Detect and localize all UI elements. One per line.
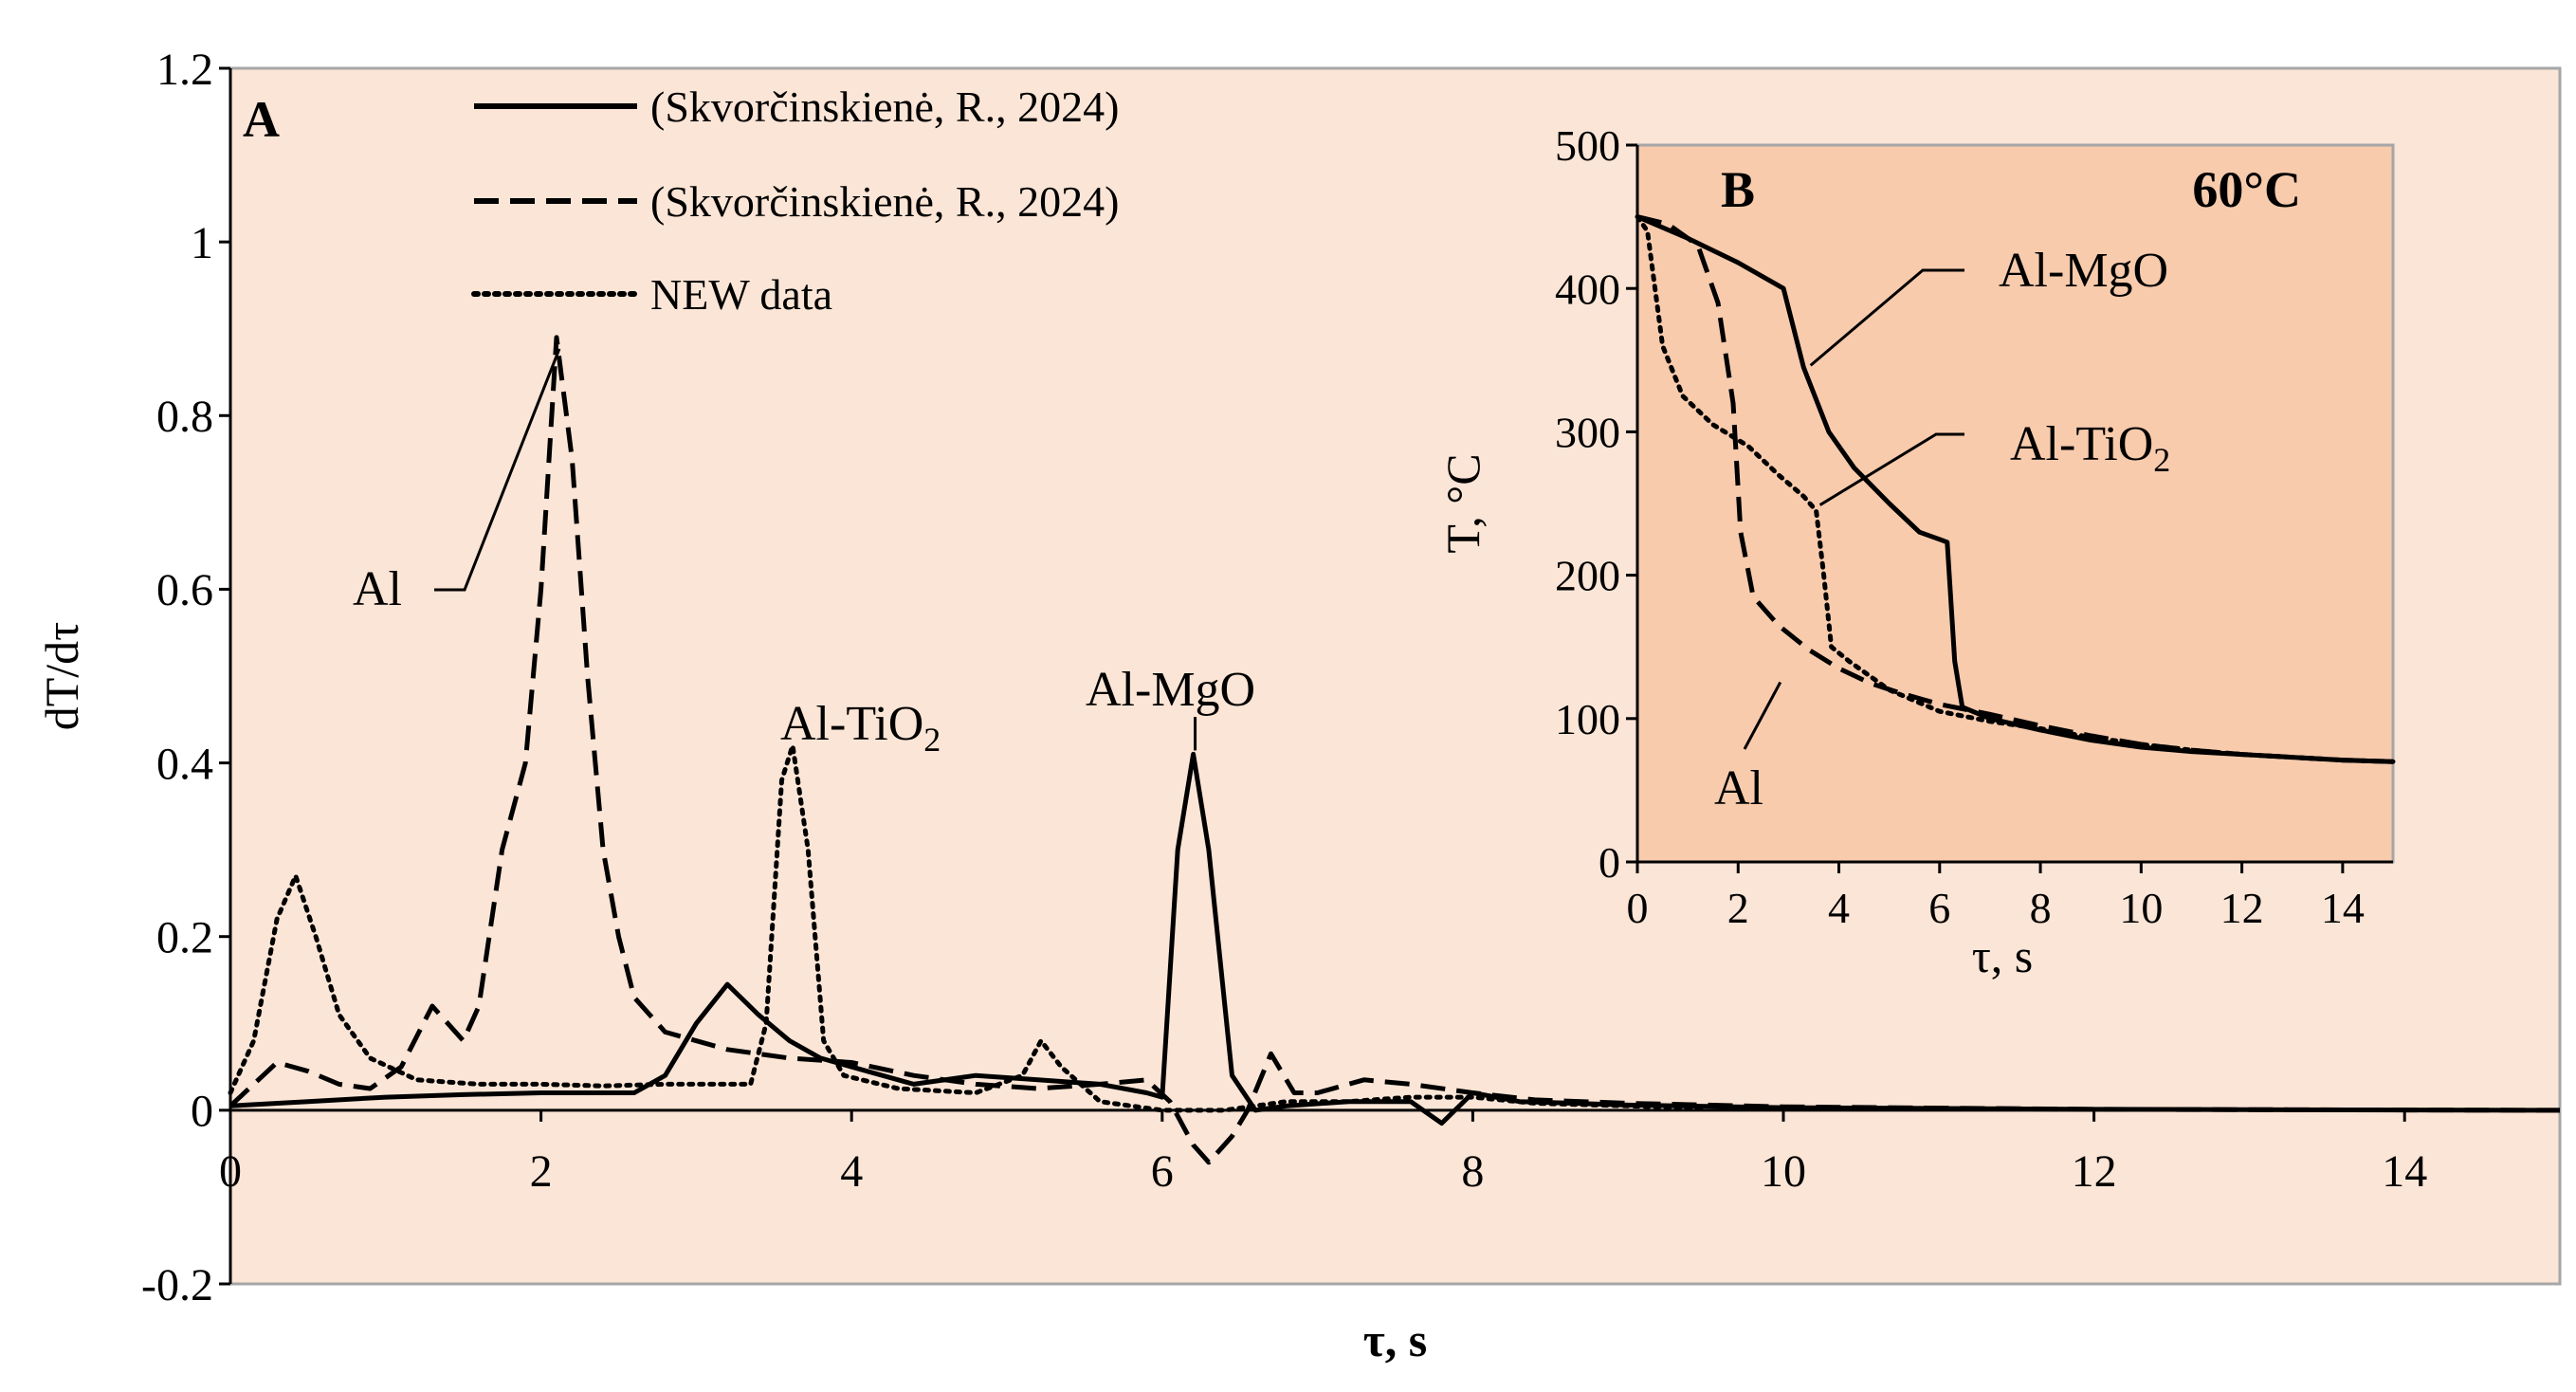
inset-title: 60°C: [2192, 161, 2301, 218]
series-line-dashed-al: [228, 335, 2561, 1165]
x-tick-label: 14: [2321, 884, 2365, 932]
legend-label-dashed: (Skvorčinskienė, R., 2024): [650, 177, 1119, 226]
main-annotations: Al Al-TiO2 Al-MgO: [353, 348, 1255, 759]
y-tick-label: 400: [1555, 265, 1620, 313]
x-tick-label: 6: [1928, 884, 1950, 932]
x-tick-label: 0: [1627, 884, 1649, 932]
x-tick-label: 0: [219, 1146, 242, 1197]
x-tick-label: 8: [1461, 1146, 1484, 1197]
annotation-al-label: Al: [353, 562, 402, 616]
series-line-dotted-al-tio2: [228, 742, 1708, 1113]
inset-annotation-al-leader: [1743, 681, 1782, 750]
y-tick-label: 0.4: [156, 739, 213, 789]
inset-plot-area: [1635, 143, 2395, 864]
x-tick-label: 12: [2072, 1146, 2117, 1197]
x-tick-label: 2: [1727, 884, 1749, 932]
inset-axes: 0 100 200 300 400 500 0 2 4 6 8 10 12 14: [1555, 121, 2393, 932]
y-tick-label: 0: [191, 1087, 213, 1137]
y-tick-label: 1: [191, 218, 213, 268]
inset-annotation-al-tio2-leader: [1818, 432, 1964, 506]
inset-y-axis-label: T, °C: [1436, 453, 1489, 553]
x-tick-label: 4: [1828, 884, 1850, 932]
x-tick-label: 12: [2220, 884, 2264, 932]
main-series-group: [228, 335, 2561, 1165]
y-tick-label: -0.2: [141, 1260, 213, 1310]
annotation-al-mgo-label: Al-MgO: [1086, 663, 1255, 717]
y-tick-label: 1.2: [156, 45, 213, 95]
legend: (Skvorčinskienė, R., 2024) (Skvorčinskien…: [471, 82, 1119, 319]
panel-label-a: A: [243, 91, 280, 148]
x-tick-label: 4: [840, 1146, 863, 1197]
inset-x-axis-label: τ, s: [1972, 929, 2034, 982]
panel-label-b: B: [1721, 161, 1755, 218]
annotation-al-leader: [434, 348, 561, 592]
y-tick-label: 200: [1555, 552, 1620, 600]
y-tick-label: 0.6: [156, 565, 213, 615]
x-tick-label: 10: [2119, 884, 2163, 932]
x-tick-label: 10: [1761, 1146, 1806, 1197]
y-tick-label: 300: [1555, 409, 1620, 457]
x-tick-label: 6: [1151, 1146, 1174, 1197]
y-tick-label: 0.8: [156, 392, 213, 442]
main-y-axis-label: dT/dτ: [35, 622, 88, 731]
inset-annotation-al-tio2-label: Al-TiO2: [2010, 417, 2170, 479]
inset-series-group: [1635, 214, 2396, 764]
series-line-dotted-al-tio2: [1635, 214, 2396, 764]
y-tick-label: 500: [1555, 121, 1620, 170]
inset-annotation-al-mgo-label: Al-MgO: [1999, 244, 2168, 298]
x-tick-label: 2: [530, 1146, 553, 1197]
annotation-al-tio2-label: Al-TiO2: [780, 697, 941, 759]
main-x-axis-label: τ, s: [1363, 1313, 1428, 1366]
x-tick-label: 14: [2382, 1146, 2427, 1197]
y-tick-label: 100: [1555, 695, 1620, 743]
inset-annotations: Al-MgO Al-TiO2 Al: [1714, 244, 2170, 815]
legend-label-solid: (Skvorčinskienė, R., 2024): [650, 82, 1119, 131]
inset-annotation-al-label: Al: [1714, 761, 1763, 815]
y-tick-label: 0.2: [156, 913, 213, 963]
y-tick-label: 0: [1599, 838, 1620, 887]
x-tick-label: 8: [2030, 884, 2052, 932]
legend-label-dotted: NEW data: [650, 270, 832, 319]
inset-annotation-al-mgo-leader: [1809, 268, 1964, 367]
